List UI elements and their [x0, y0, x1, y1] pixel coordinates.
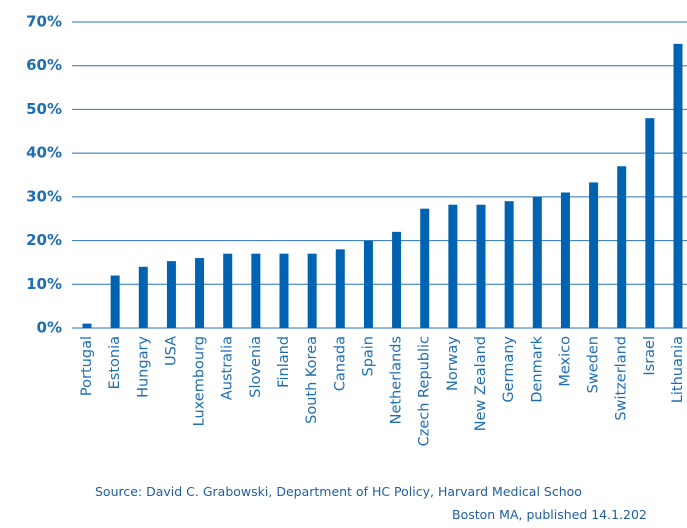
x-tick-label: USA: [163, 336, 179, 366]
bar: [420, 208, 430, 328]
y-tick-label: 10%: [26, 275, 62, 293]
bar: [392, 231, 402, 328]
y-tick-label: 20%: [26, 231, 62, 249]
x-tick-label: New Zealand: [473, 336, 489, 431]
x-tick-label: Sweden: [586, 336, 602, 393]
bar: [195, 258, 205, 328]
y-tick-label: 50%: [26, 100, 62, 118]
x-tick-label: Estonia: [107, 336, 123, 389]
bar: [448, 204, 458, 328]
bar: [560, 192, 570, 328]
bar: [645, 118, 655, 329]
bar: [617, 166, 627, 328]
bar: [138, 266, 148, 328]
bar: [532, 196, 542, 328]
x-tick-label: Norway: [445, 336, 461, 391]
y-tick-label: 0%: [37, 319, 62, 337]
bar: [223, 253, 233, 328]
source-line: Source: David C. Grabowski, Department o…: [95, 484, 582, 499]
x-tick-label: Switzerland: [614, 336, 630, 421]
bar: [307, 253, 317, 328]
y-tick-label: 70%: [26, 13, 62, 31]
x-tick-label: Israel: [642, 336, 658, 376]
bar: [251, 253, 261, 328]
x-tick-label: Hungary: [135, 336, 151, 398]
bar: [166, 261, 176, 328]
x-tick-label: Denmark: [529, 335, 545, 402]
x-tick-label: Netherlands: [389, 336, 405, 424]
x-tick-label: Portugal: [79, 336, 95, 396]
x-tick-label: Slovenia: [248, 336, 264, 398]
bar: [589, 182, 599, 328]
y-tick-label: 40%: [26, 144, 62, 162]
x-tick-label: Finland: [276, 336, 292, 388]
bar: [279, 253, 289, 328]
x-tick-label: Germany: [501, 336, 517, 403]
bar: [82, 323, 92, 328]
x-tick-label: Lithuania: [670, 336, 686, 403]
bar: [335, 249, 345, 328]
y-tick-label: 60%: [26, 56, 62, 74]
x-tick-label: Canada: [332, 336, 348, 391]
bar: [476, 204, 486, 328]
x-tick-label: Luxembourg: [192, 336, 208, 426]
bar: [504, 201, 514, 328]
y-tick-label: 30%: [26, 187, 62, 205]
bar: [110, 275, 120, 328]
x-tick-label: South Korea: [304, 336, 320, 424]
bar: [673, 43, 683, 328]
x-tick-label: Australia: [220, 336, 236, 400]
x-tick-label: Czech Republic: [417, 336, 433, 446]
source-line: Boston MA, published 14.1.202: [452, 507, 647, 522]
x-tick-label: Spain: [360, 336, 376, 377]
bar: [363, 240, 373, 328]
x-tick-label: Mexico: [557, 336, 573, 387]
